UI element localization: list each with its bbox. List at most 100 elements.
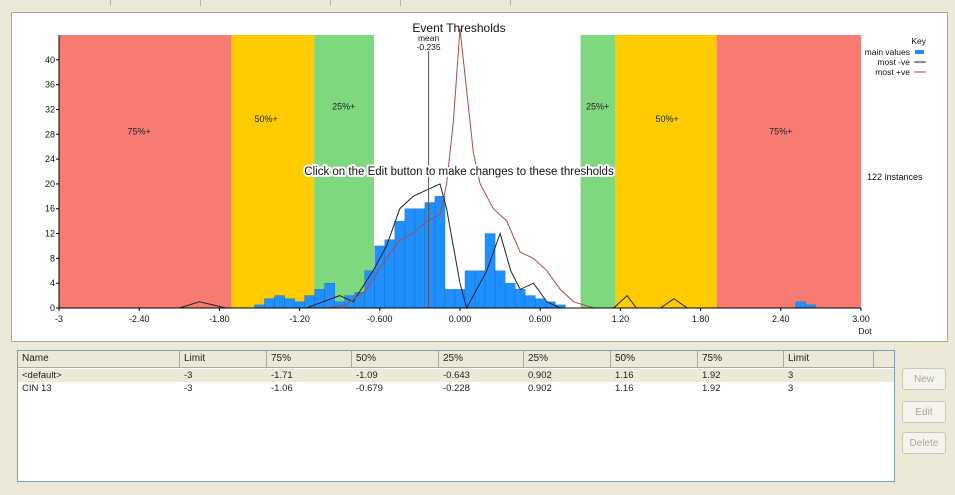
chart-title: Event Thresholds: [412, 21, 505, 35]
zone-label-5: 75%+: [769, 126, 792, 136]
threshold-zone-5: [716, 35, 861, 308]
bar-main-values-6: [314, 289, 325, 309]
threshold-zone-3: [580, 35, 616, 308]
legend-label-2: most +ve: [875, 67, 910, 77]
bar-main-values-19: [444, 289, 456, 309]
threshold-zone-2: [314, 35, 375, 308]
table-cell: 3: [788, 383, 794, 394]
bar-main-values-7: [324, 282, 335, 309]
mean-value-label: -0.235: [417, 42, 441, 52]
bar-main-values-28: [534, 298, 546, 309]
table-cell: -1.06: [271, 383, 293, 394]
x-tick-label-9: 2.40: [772, 314, 790, 324]
table-cell: 0.902: [528, 383, 552, 394]
bar-main-values-24: [494, 270, 506, 309]
table-row[interactable]: CIN 13 -3 -1.06 -0.679 -0.228 0.902 1.16 1.92 3: [18, 382, 894, 395]
bar-main-values-26: [514, 289, 526, 309]
table-cell: -0.643: [443, 370, 470, 381]
column-header-6[interactable]: 50%: [611, 351, 698, 367]
edit-instruction-text: Click on the Edit button to make changes…: [304, 166, 614, 178]
zone-label-1: 50%+: [255, 114, 278, 124]
legend-label-0: main values: [865, 47, 910, 57]
delete-button[interactable]: Delete: [902, 432, 946, 454]
bar-main-values-3: [284, 298, 295, 309]
table-cell: -0.228: [443, 383, 470, 394]
y-tick-label-7: 28: [45, 129, 55, 139]
x-tick-label-3: -1.20: [289, 314, 310, 324]
column-header-0[interactable]: Name: [18, 351, 180, 367]
bar-main-values-4: [294, 301, 305, 309]
column-header-7[interactable]: 75%: [698, 351, 784, 367]
instances-label: 122 instances: [867, 172, 923, 182]
bar-main-values-5: [304, 295, 315, 309]
table-cell: -1.09: [356, 370, 378, 381]
table-cell: 1.92: [702, 383, 721, 394]
threshold-zone-0: [59, 35, 232, 308]
edit-button[interactable]: Edit: [902, 401, 946, 423]
table-cell: 1.16: [615, 370, 634, 381]
column-header-4[interactable]: 25%: [439, 351, 524, 367]
legend-label-1: most -ve: [877, 57, 910, 67]
y-tick-label-9: 36: [45, 80, 55, 90]
x-tick-label-1: -2.40: [129, 314, 150, 324]
y-tick-label-4: 16: [45, 204, 55, 214]
x-tick-label-10: 3.00: [852, 314, 870, 324]
bar-main-values-15: [404, 208, 416, 309]
legend-swatch-0: [915, 50, 924, 54]
table-cell: -1.71: [271, 370, 293, 381]
y-tick-label-10: 40: [45, 55, 55, 65]
column-header-3[interactable]: 50%: [352, 351, 439, 367]
y-tick-label-8: 32: [45, 104, 55, 114]
new-button[interactable]: New: [902, 368, 946, 390]
bar-main-values-1: [264, 298, 275, 309]
table-cell: -3: [184, 383, 193, 394]
y-tick-label-6: 24: [45, 154, 55, 164]
series-line-most-negative: [59, 183, 861, 310]
x-tick-label-0: -3: [55, 314, 63, 324]
column-header-5[interactable]: 25%: [524, 351, 611, 367]
column-header-2[interactable]: 75%: [267, 351, 352, 367]
column-header-1[interactable]: Limit: [180, 351, 267, 367]
bar-main-values-31: [795, 301, 807, 309]
y-tick-label-1: 4: [50, 278, 55, 288]
y-tick-label-3: 12: [45, 229, 55, 239]
event-thresholds-chart: -3 -2.40 -1.80 -1.20 -0.600 0.000 0.600 1.20 1.8…: [45, 21, 927, 336]
table-cell: -3: [184, 370, 193, 381]
table-cell: CIN 13: [22, 383, 52, 394]
series-line-most-positive: [59, 28, 861, 309]
table-cell: -0.679: [356, 383, 383, 394]
x-tick-label-6: 0.600: [529, 314, 552, 324]
x-tick-label-8: 1.80: [692, 314, 710, 324]
bar-main-values-13: [384, 239, 396, 309]
top-tab-strip: [0, 0, 955, 10]
column-header-8[interactable]: Limit: [784, 351, 874, 367]
threshold-zone-4: [615, 35, 717, 308]
zone-label-3: 25%+: [586, 101, 609, 111]
table-row[interactable]: <default> -3 -1.71 -1.09 -0.643 0.902 1.16 1.92…: [18, 369, 894, 382]
table-cell: 1.16: [615, 383, 634, 394]
bar-main-values-14: [394, 220, 406, 309]
zone-label-0: 75%+: [128, 126, 151, 136]
x-tick-label-4: -0.600: [367, 314, 393, 324]
x-tick-label-7: 1.20: [612, 314, 630, 324]
table-cell: 3: [788, 370, 794, 381]
legend-title: Key: [911, 36, 926, 46]
bar-main-values-2: [274, 295, 285, 309]
chart-panel: -3 -2.40 -1.80 -1.20 -0.600 0.000 0.600 1.20 1.8…: [11, 12, 948, 342]
y-tick-label-5: 20: [45, 179, 55, 189]
x-tick-label-5: 0.000: [449, 314, 472, 324]
mean-label: mean: [418, 33, 440, 43]
table-cell: <default>: [22, 370, 62, 381]
thresholds-table[interactable]: Name Limit 75% 50% 25% 25% 50% 75% Limit <defaul…: [17, 350, 895, 482]
x-tick-label-2: -1.80: [209, 314, 230, 324]
threshold-zone-1: [231, 35, 315, 308]
zone-label-4: 50%+: [656, 114, 679, 124]
y-tick-label-2: 8: [50, 253, 55, 263]
y-tick-label-0: 0: [50, 303, 55, 313]
bar-main-values-27: [524, 295, 536, 309]
zone-label-2: 25%+: [332, 101, 355, 111]
bar-main-values-12: [374, 245, 386, 309]
x-unit-label: Dot: [858, 326, 872, 336]
bar-main-values-25: [504, 282, 516, 309]
